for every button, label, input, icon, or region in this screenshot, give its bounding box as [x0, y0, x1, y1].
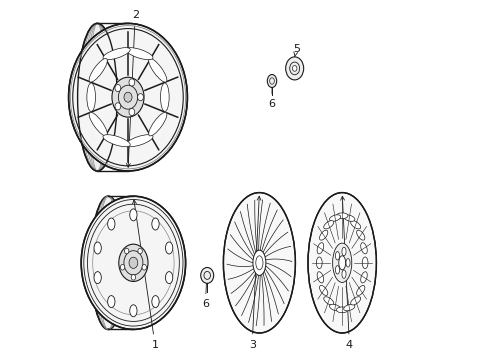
Ellipse shape: [87, 83, 96, 112]
Text: 6: 6: [202, 271, 209, 309]
Ellipse shape: [324, 221, 334, 229]
Ellipse shape: [103, 48, 130, 60]
Ellipse shape: [124, 92, 132, 102]
Ellipse shape: [343, 215, 355, 221]
Ellipse shape: [129, 257, 138, 269]
Ellipse shape: [130, 209, 137, 221]
Ellipse shape: [317, 243, 324, 254]
Ellipse shape: [126, 135, 153, 147]
Text: 5: 5: [293, 44, 300, 57]
Ellipse shape: [223, 193, 295, 333]
Ellipse shape: [357, 230, 365, 240]
Ellipse shape: [138, 94, 144, 101]
Ellipse shape: [142, 265, 147, 270]
Ellipse shape: [342, 247, 346, 256]
Ellipse shape: [253, 250, 266, 275]
Ellipse shape: [337, 213, 348, 219]
Ellipse shape: [138, 248, 142, 254]
Ellipse shape: [336, 252, 340, 260]
Ellipse shape: [319, 230, 328, 240]
Ellipse shape: [119, 244, 148, 282]
Ellipse shape: [343, 304, 355, 311]
Ellipse shape: [337, 307, 348, 313]
Ellipse shape: [308, 193, 376, 333]
Ellipse shape: [94, 272, 101, 284]
Ellipse shape: [351, 221, 361, 229]
Ellipse shape: [103, 135, 130, 147]
Ellipse shape: [329, 304, 341, 311]
Ellipse shape: [129, 79, 135, 86]
Ellipse shape: [112, 77, 144, 117]
Ellipse shape: [268, 75, 277, 87]
Text: 6: 6: [269, 78, 275, 109]
Ellipse shape: [89, 58, 107, 82]
Ellipse shape: [152, 296, 159, 307]
Ellipse shape: [336, 266, 340, 274]
Ellipse shape: [108, 296, 115, 307]
Ellipse shape: [81, 196, 186, 329]
Ellipse shape: [91, 196, 125, 329]
Ellipse shape: [69, 23, 187, 171]
Ellipse shape: [319, 285, 328, 296]
Ellipse shape: [329, 215, 341, 221]
Ellipse shape: [324, 297, 334, 305]
Text: 4: 4: [341, 196, 353, 350]
Ellipse shape: [317, 272, 324, 283]
Ellipse shape: [108, 218, 115, 230]
Ellipse shape: [342, 270, 346, 278]
Ellipse shape: [77, 23, 117, 171]
Ellipse shape: [115, 85, 121, 92]
Ellipse shape: [357, 285, 365, 296]
Text: 3: 3: [249, 196, 261, 350]
Ellipse shape: [124, 248, 129, 254]
Ellipse shape: [166, 272, 173, 284]
Ellipse shape: [149, 112, 167, 136]
Ellipse shape: [333, 243, 352, 283]
Ellipse shape: [149, 58, 167, 82]
Ellipse shape: [115, 103, 121, 110]
Ellipse shape: [130, 305, 137, 317]
Ellipse shape: [339, 256, 345, 270]
Ellipse shape: [152, 218, 159, 230]
Ellipse shape: [161, 83, 169, 112]
Ellipse shape: [317, 257, 322, 269]
Ellipse shape: [346, 258, 350, 267]
Ellipse shape: [121, 265, 125, 270]
Ellipse shape: [293, 66, 297, 71]
Ellipse shape: [201, 267, 214, 283]
Ellipse shape: [89, 112, 107, 136]
Ellipse shape: [94, 242, 101, 254]
Text: 2: 2: [126, 10, 139, 167]
Ellipse shape: [131, 275, 136, 280]
Ellipse shape: [351, 297, 361, 305]
Ellipse shape: [361, 272, 368, 283]
Ellipse shape: [361, 243, 368, 254]
Ellipse shape: [166, 242, 173, 254]
Ellipse shape: [286, 57, 304, 80]
Ellipse shape: [126, 48, 153, 60]
Ellipse shape: [129, 108, 135, 116]
Text: 1: 1: [133, 200, 158, 350]
Ellipse shape: [362, 257, 368, 269]
